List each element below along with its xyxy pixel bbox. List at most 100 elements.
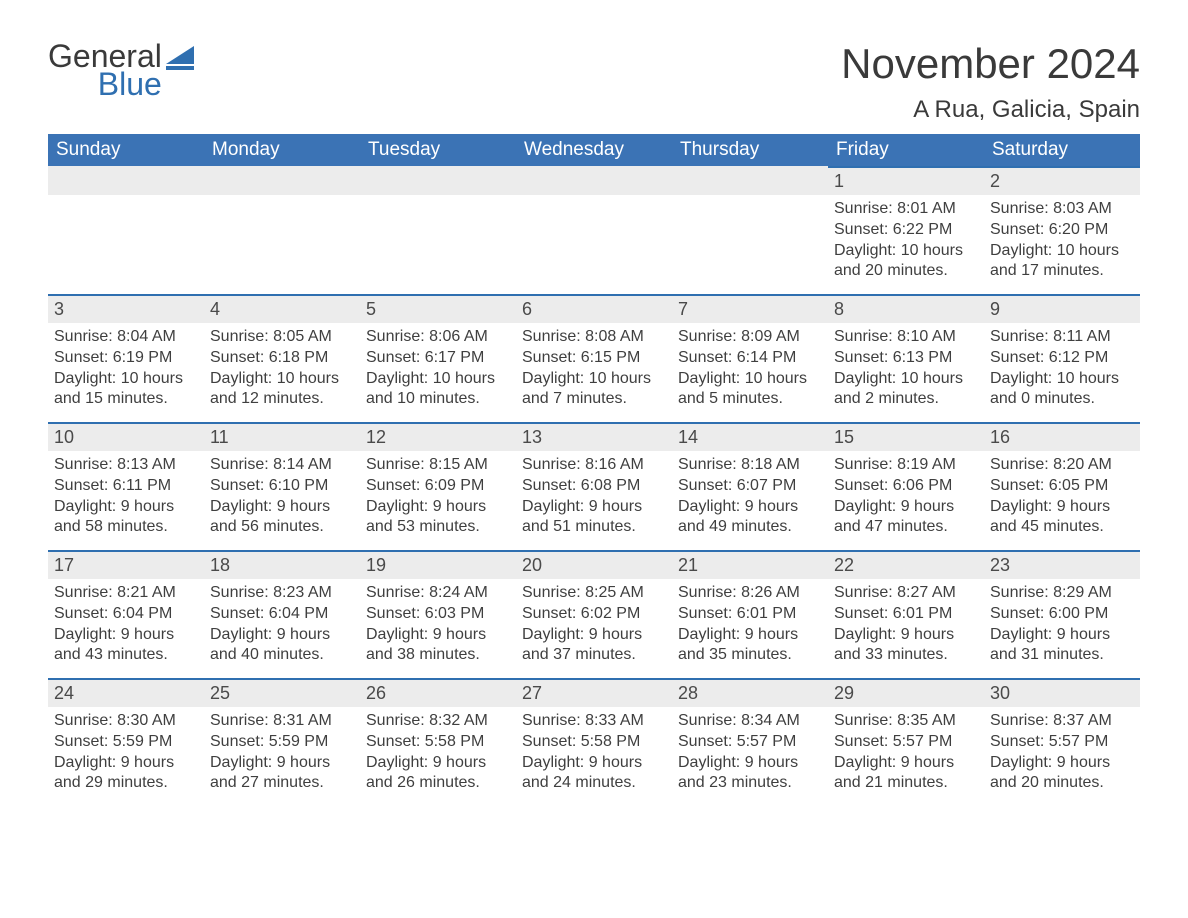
day-number: 24 bbox=[48, 678, 204, 707]
day-header: Wednesday bbox=[516, 134, 672, 166]
day-number: 16 bbox=[984, 422, 1140, 451]
sunset-text: Sunset: 6:04 PM bbox=[210, 604, 354, 625]
logo-blue-text: Blue bbox=[48, 68, 162, 100]
sunset-text: Sunset: 6:08 PM bbox=[522, 476, 666, 497]
calendar-day-cell: 1Sunrise: 8:01 AMSunset: 6:22 PMDaylight… bbox=[828, 166, 984, 294]
sunrise-text: Sunrise: 8:19 AM bbox=[834, 455, 978, 476]
calendar-day-cell: 25Sunrise: 8:31 AMSunset: 5:59 PMDayligh… bbox=[204, 678, 360, 806]
day-details: Sunrise: 8:19 AMSunset: 6:06 PMDaylight:… bbox=[828, 451, 984, 544]
calendar-week-row: 17Sunrise: 8:21 AMSunset: 6:04 PMDayligh… bbox=[48, 550, 1140, 678]
sunset-text: Sunset: 6:18 PM bbox=[210, 348, 354, 369]
day-details: Sunrise: 8:27 AMSunset: 6:01 PMDaylight:… bbox=[828, 579, 984, 672]
sunset-text: Sunset: 6:22 PM bbox=[834, 220, 978, 241]
calendar-week-row: 1Sunrise: 8:01 AMSunset: 6:22 PMDaylight… bbox=[48, 166, 1140, 294]
sunrise-text: Sunrise: 8:05 AM bbox=[210, 327, 354, 348]
sunrise-text: Sunrise: 8:10 AM bbox=[834, 327, 978, 348]
day-details: Sunrise: 8:30 AMSunset: 5:59 PMDaylight:… bbox=[48, 707, 204, 800]
calendar-day-cell: 26Sunrise: 8:32 AMSunset: 5:58 PMDayligh… bbox=[360, 678, 516, 806]
day-header: Friday bbox=[828, 134, 984, 166]
logo: General Blue bbox=[48, 40, 194, 100]
day-details: Sunrise: 8:13 AMSunset: 6:11 PMDaylight:… bbox=[48, 451, 204, 544]
calendar-day-cell: 21Sunrise: 8:26 AMSunset: 6:01 PMDayligh… bbox=[672, 550, 828, 678]
daylight-text: Daylight: 10 hours and 2 minutes. bbox=[834, 369, 978, 411]
calendar-day-cell: 30Sunrise: 8:37 AMSunset: 5:57 PMDayligh… bbox=[984, 678, 1140, 806]
day-details: Sunrise: 8:15 AMSunset: 6:09 PMDaylight:… bbox=[360, 451, 516, 544]
empty-day-bar bbox=[516, 166, 672, 195]
sunrise-text: Sunrise: 8:32 AM bbox=[366, 711, 510, 732]
daylight-text: Daylight: 9 hours and 20 minutes. bbox=[990, 753, 1134, 795]
day-details: Sunrise: 8:09 AMSunset: 6:14 PMDaylight:… bbox=[672, 323, 828, 416]
calendar-day-cell: 20 Sunrise: 8:25 AMSunset: 6:02 PMDayligh… bbox=[516, 550, 672, 678]
day-details: Sunrise: 8:24 AMSunset: 6:03 PMDaylight:… bbox=[360, 579, 516, 672]
daylight-text: Daylight: 9 hours and 21 minutes. bbox=[834, 753, 978, 795]
daylight-text: Daylight: 10 hours and 0 minutes. bbox=[990, 369, 1134, 411]
empty-day-bar bbox=[204, 166, 360, 195]
day-details: Sunrise: 8:16 AMSunset: 6:08 PMDaylight:… bbox=[516, 451, 672, 544]
day-number: 18 bbox=[204, 550, 360, 579]
daylight-text: Daylight: 9 hours and 23 minutes. bbox=[678, 753, 822, 795]
day-number: 9 bbox=[984, 294, 1140, 323]
calendar-day-cell: 7Sunrise: 8:09 AMSunset: 6:14 PMDaylight… bbox=[672, 294, 828, 422]
daylight-text: Daylight: 9 hours and 33 minutes. bbox=[834, 625, 978, 667]
day-number: 11 bbox=[204, 422, 360, 451]
month-title: November 2024 bbox=[841, 40, 1140, 88]
day-details: Sunrise: 8:11 AMSunset: 6:12 PMDaylight:… bbox=[984, 323, 1140, 416]
day-number: 10 bbox=[48, 422, 204, 451]
daylight-text: Daylight: 10 hours and 20 minutes. bbox=[834, 241, 978, 283]
empty-day-bar bbox=[360, 166, 516, 195]
calendar-day-cell: 8Sunrise: 8:10 AMSunset: 6:13 PMDaylight… bbox=[828, 294, 984, 422]
daylight-text: Daylight: 9 hours and 53 minutes. bbox=[366, 497, 510, 539]
day-details: Sunrise: 8:04 AMSunset: 6:19 PMDaylight:… bbox=[48, 323, 204, 416]
sunset-text: Sunset: 6:01 PM bbox=[678, 604, 822, 625]
sunrise-text: Sunrise: 8:25 AM bbox=[522, 583, 666, 604]
day-details: Sunrise: 8:23 AMSunset: 6:04 PMDaylight:… bbox=[204, 579, 360, 672]
calendar-day-cell: 9Sunrise: 8:11 AMSunset: 6:12 PMDaylight… bbox=[984, 294, 1140, 422]
calendar-day-cell: 22Sunrise: 8:27 AMSunset: 6:01 PMDayligh… bbox=[828, 550, 984, 678]
sunset-text: Sunset: 6:10 PM bbox=[210, 476, 354, 497]
daylight-text: Daylight: 10 hours and 15 minutes. bbox=[54, 369, 198, 411]
day-details: Sunrise: 8:08 AMSunset: 6:15 PMDaylight:… bbox=[516, 323, 672, 416]
daylight-text: Daylight: 10 hours and 17 minutes. bbox=[990, 241, 1134, 283]
sunrise-text: Sunrise: 8:18 AM bbox=[678, 455, 822, 476]
sunrise-text: Sunrise: 8:35 AM bbox=[834, 711, 978, 732]
daylight-text: Daylight: 10 hours and 10 minutes. bbox=[366, 369, 510, 411]
day-header: Monday bbox=[204, 134, 360, 166]
day-number: 23 bbox=[984, 550, 1140, 579]
calendar-day-cell bbox=[204, 166, 360, 294]
day-number: 21 bbox=[672, 550, 828, 579]
logo-flag-icon bbox=[166, 46, 194, 70]
sunset-text: Sunset: 6:02 PM bbox=[522, 604, 666, 625]
day-details: Sunrise: 8:01 AMSunset: 6:22 PMDaylight:… bbox=[828, 195, 984, 288]
day-header: Sunday bbox=[48, 134, 204, 166]
sunset-text: Sunset: 5:57 PM bbox=[990, 732, 1134, 753]
day-number: 22 bbox=[828, 550, 984, 579]
day-number: 14 bbox=[672, 422, 828, 451]
calendar-day-cell: 10Sunrise: 8:13 AMSunset: 6:11 PMDayligh… bbox=[48, 422, 204, 550]
day-number: 4 bbox=[204, 294, 360, 323]
sunrise-text: Sunrise: 8:29 AM bbox=[990, 583, 1134, 604]
sunrise-text: Sunrise: 8:21 AM bbox=[54, 583, 198, 604]
day-details: Sunrise: 8:03 AMSunset: 6:20 PMDaylight:… bbox=[984, 195, 1140, 288]
day-number: 6 bbox=[516, 294, 672, 323]
daylight-text: Daylight: 9 hours and 58 minutes. bbox=[54, 497, 198, 539]
calendar-day-cell bbox=[48, 166, 204, 294]
calendar-day-cell: 3Sunrise: 8:04 AMSunset: 6:19 PMDaylight… bbox=[48, 294, 204, 422]
calendar-day-cell: 18Sunrise: 8:23 AMSunset: 6:04 PMDayligh… bbox=[204, 550, 360, 678]
day-details: Sunrise: 8:05 AMSunset: 6:18 PMDaylight:… bbox=[204, 323, 360, 416]
sunrise-text: Sunrise: 8:33 AM bbox=[522, 711, 666, 732]
day-number: 2 bbox=[984, 166, 1140, 195]
sunrise-text: Sunrise: 8:23 AM bbox=[210, 583, 354, 604]
calendar-day-cell bbox=[672, 166, 828, 294]
day-number: 20 bbox=[516, 550, 672, 579]
sunrise-text: Sunrise: 8:34 AM bbox=[678, 711, 822, 732]
sunrise-text: Sunrise: 8:30 AM bbox=[54, 711, 198, 732]
sunset-text: Sunset: 6:20 PM bbox=[990, 220, 1134, 241]
sunset-text: Sunset: 5:57 PM bbox=[834, 732, 978, 753]
sunrise-text: Sunrise: 8:08 AM bbox=[522, 327, 666, 348]
daylight-text: Daylight: 9 hours and 31 minutes. bbox=[990, 625, 1134, 667]
day-details: Sunrise: 8:10 AMSunset: 6:13 PMDaylight:… bbox=[828, 323, 984, 416]
daylight-text: Daylight: 9 hours and 37 minutes. bbox=[522, 625, 666, 667]
day-details: Sunrise: 8:20 AMSunset: 6:05 PMDaylight:… bbox=[984, 451, 1140, 544]
day-number: 3 bbox=[48, 294, 204, 323]
day-number: 7 bbox=[672, 294, 828, 323]
